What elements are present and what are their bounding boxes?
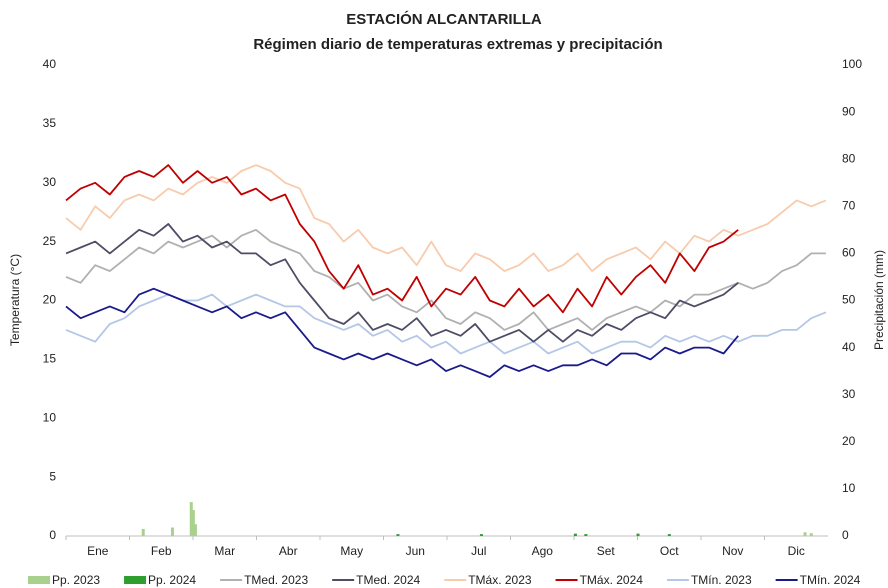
x-tick-label: Oct [660,544,679,558]
y2-tick-label: 10 [842,481,856,495]
x-tick-label: Jul [471,544,486,558]
temperature-line [65,223,739,343]
y2-tick-label: 50 [842,293,856,307]
y-tick-label: 15 [43,352,57,366]
y-axis-label: Temperatura (°C) [8,254,22,346]
legend-label: TMín. 2023 [691,573,752,587]
y2-tick-label: 0 [842,528,849,542]
temperature-line [65,164,827,272]
temperature-line [65,228,826,331]
precip-bar [189,502,193,536]
y-tick-label: 25 [43,234,57,248]
legend-swatch [28,576,50,584]
x-tick-label: Mar [214,544,235,558]
precip-bar [667,534,671,536]
y2-tick-label: 100 [842,57,862,71]
x-tick-label: Abr [279,544,298,558]
y-tick-label: 30 [43,175,57,189]
y2-tick-label: 60 [842,246,856,260]
temperature-line [65,293,827,355]
y-tick-label: 5 [49,469,56,483]
x-tick-label: May [340,544,363,558]
precip-bar [141,528,145,536]
x-tick-label: Jun [406,544,425,558]
legend-swatch [124,576,147,584]
precip-bar [584,534,588,536]
y2-tick-label: 40 [842,340,856,354]
x-tick-label: Feb [151,544,172,558]
y2-tick-label: 90 [842,104,856,118]
y2-axis-label: Precipitación (mm) [872,250,886,350]
precip-bar [573,533,577,536]
precip-bar [191,510,195,536]
legend-label: TMín. 2024 [800,573,861,587]
y2-tick-label: 80 [842,151,856,165]
y-tick-label: 10 [43,410,57,424]
x-tick-label: Set [597,544,616,558]
y-tick-label: 20 [43,293,57,307]
y2-tick-label: 20 [842,434,856,448]
chart-title: ESTACIÓN ALCANTARILLA [346,10,542,28]
precip-bar [396,534,400,536]
legend-label: TMáx. 2024 [580,573,644,587]
x-tick-label: Ene [87,544,109,558]
precip-bar [636,533,640,536]
temperature-line [65,287,739,378]
precip-bar [809,533,813,536]
precip-bar [193,524,197,536]
y2-tick-label: 70 [842,198,856,212]
precip-bar [170,527,174,536]
y2-tick-label: 30 [842,387,856,401]
legend-label: TMáx. 2023 [468,573,532,587]
legend-label: Pp. 2023 [52,573,100,587]
legend-label: TMed. 2023 [244,573,308,587]
x-tick-label: Ago [532,544,554,558]
legend-label: Pp. 2024 [148,573,196,587]
precip-bar [803,532,807,536]
y-tick-label: 40 [43,57,57,71]
y-tick-label: 0 [49,528,56,542]
x-tick-label: Nov [722,544,743,558]
y-tick-label: 35 [43,116,57,130]
chart-subtitle: Régimen diario de temperaturas extremas … [253,36,662,53]
precip-bar [479,534,483,536]
x-tick-label: Dic [788,544,805,558]
temperature-line [65,164,739,314]
legend-label: TMed. 2024 [356,573,420,587]
